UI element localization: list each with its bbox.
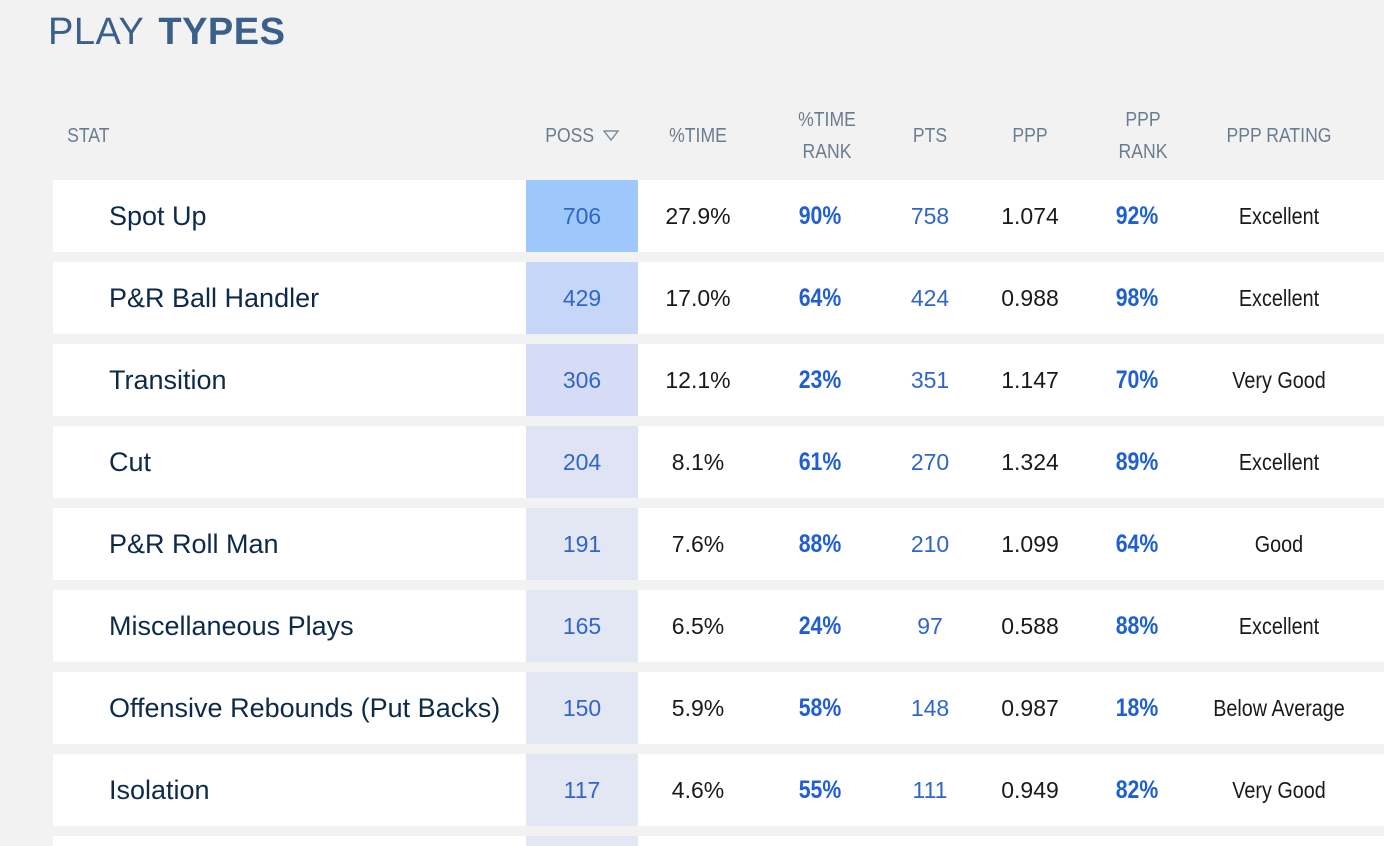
stat-name: Offensive Rebounds (Put Backs) [109, 692, 501, 723]
stat-name: P&R Ball Handler [109, 282, 320, 313]
time-rank-value: 24% [798, 611, 842, 640]
column-header-ppp-rank-line2: RANK [1118, 141, 1168, 163]
ppp-value: 0.988 [1001, 284, 1059, 311]
table-row[interactable]: Isolation 117 4.6% 55% 111 0.949 82% Ver… [53, 754, 1384, 826]
column-header-ppp[interactable]: PPP [995, 100, 1065, 172]
column-header-poss-label: POSS [545, 125, 595, 147]
time-value: 5.9% [671, 694, 725, 721]
table-row[interactable]: Offensive Rebounds (Put Backs) 150 5.9% … [53, 672, 1384, 744]
ppp-rating-value: Excellent [1238, 284, 1320, 311]
ppp-rank-value: 18% [1115, 693, 1159, 722]
time-value: 27.9% [665, 202, 731, 229]
stat-name: Miscellaneous Plays [109, 610, 354, 641]
poss-value: 117 [526, 754, 638, 826]
ppp-rating-value: Below Average [1213, 694, 1345, 721]
stat-name: Cut [109, 446, 152, 477]
time-rank-value: 64% [798, 283, 842, 312]
stat-name: Spot Up [109, 200, 207, 231]
column-header-ppp-rank-line1: PPP [1125, 109, 1161, 131]
column-header-time[interactable]: %TIME [654, 100, 742, 172]
page-title-bold: TYPES [158, 11, 286, 53]
time-value: 17.0% [665, 284, 731, 311]
stat-name: Isolation [109, 774, 210, 805]
pts-value: 210 [910, 530, 950, 557]
ppp-value: 1.099 [1001, 530, 1059, 557]
time-value: 8.1% [671, 448, 725, 475]
column-header-time-rank-line2: RANK [802, 141, 852, 163]
ppp-value: 1.147 [1001, 366, 1059, 393]
column-header-ppp-rating-label: PPP RATING [1226, 125, 1332, 147]
sort-down-icon[interactable] [602, 130, 619, 142]
time-rank-value: 23% [798, 365, 842, 394]
pts-value: 351 [910, 366, 950, 393]
table-row-partial [53, 836, 1384, 846]
column-header-stat[interactable]: STAT [53, 100, 137, 172]
ppp-rating-value: Very Good [1232, 366, 1326, 393]
pts-value: 148 [910, 694, 950, 721]
time-rank-value: 90% [798, 201, 842, 230]
poss-value: 706 [526, 180, 638, 252]
ppp-value: 0.987 [1001, 694, 1059, 721]
stat-name: Transition [109, 364, 227, 395]
poss-cell-partial [526, 836, 638, 846]
time-value: 4.6% [671, 776, 725, 803]
poss-value: 204 [526, 426, 638, 498]
time-value: 12.1% [665, 366, 731, 393]
poss-value: 165 [526, 590, 638, 662]
ppp-value: 1.324 [1001, 448, 1059, 475]
ppp-value: 0.949 [1001, 776, 1059, 803]
ppp-rating-value: Good [1254, 530, 1304, 557]
ppp-rating-value: Excellent [1238, 612, 1320, 639]
table-row[interactable]: P&R Ball Handler 429 17.0% 64% 424 0.988… [53, 262, 1384, 334]
time-rank-value: 61% [798, 447, 842, 476]
table-row[interactable]: Spot Up 706 27.9% 90% 758 1.074 92% Exce… [53, 180, 1384, 252]
table-row[interactable]: Miscellaneous Plays 165 6.5% 24% 97 0.58… [53, 590, 1384, 662]
ppp-rating-value: Excellent [1238, 202, 1320, 229]
column-header-pts-label: PTS [912, 125, 948, 147]
column-header-time-label: %TIME [669, 125, 727, 147]
pts-value: 97 [917, 612, 943, 639]
ppp-rating-value: Very Good [1232, 776, 1326, 803]
column-header-poss[interactable]: POSS [533, 100, 632, 172]
table-header: STAT POSS %TIME %TIME RANK PTS PPP PPP R… [53, 100, 1384, 172]
column-header-ppp-label: PPP [1012, 125, 1048, 147]
time-value: 7.6% [671, 530, 725, 557]
ppp-rating-value: Excellent [1238, 448, 1320, 475]
ppp-rank-value: 98% [1115, 283, 1159, 312]
time-rank-value: 55% [798, 775, 842, 804]
poss-value: 191 [526, 508, 638, 580]
page-title-light: PLAY [48, 11, 145, 53]
ppp-rank-value: 82% [1115, 775, 1159, 804]
time-rank-value: 88% [798, 529, 842, 558]
poss-value: 306 [526, 344, 638, 416]
pts-value: 111 [912, 776, 948, 803]
ppp-value: 0.588 [1001, 612, 1059, 639]
ppp-value: 1.074 [1001, 202, 1059, 229]
table-row[interactable]: P&R Roll Man 191 7.6% 88% 210 1.099 64% … [53, 508, 1384, 580]
pts-value: 424 [910, 284, 950, 311]
poss-value: 429 [526, 262, 638, 334]
pts-value: 270 [910, 448, 950, 475]
page-title: PLAY TYPES [48, 10, 285, 54]
stat-name: P&R Roll Man [109, 528, 279, 559]
time-value: 6.5% [671, 612, 725, 639]
table-row[interactable]: Transition 306 12.1% 23% 351 1.147 70% V… [53, 344, 1384, 416]
column-header-time-rank[interactable]: %TIME RANK [783, 100, 871, 172]
column-header-stat-label: STAT [67, 125, 110, 147]
ppp-rank-value: 88% [1115, 611, 1159, 640]
time-rank-value: 58% [798, 693, 842, 722]
ppp-rank-value: 92% [1115, 201, 1159, 230]
pts-value: 758 [910, 202, 950, 229]
ppp-rank-value: 64% [1115, 529, 1159, 558]
column-header-ppp-rating[interactable]: PPP RATING [1209, 100, 1350, 172]
column-header-ppp-rank[interactable]: PPP RANK [1099, 100, 1187, 172]
table-row[interactable]: Cut 204 8.1% 61% 270 1.324 89% Excellent [53, 426, 1384, 498]
column-header-pts[interactable]: PTS [895, 100, 965, 172]
column-header-time-rank-line1: %TIME [798, 109, 856, 131]
poss-value: 150 [526, 672, 638, 744]
ppp-rank-value: 70% [1115, 365, 1159, 394]
ppp-rank-value: 89% [1115, 447, 1159, 476]
